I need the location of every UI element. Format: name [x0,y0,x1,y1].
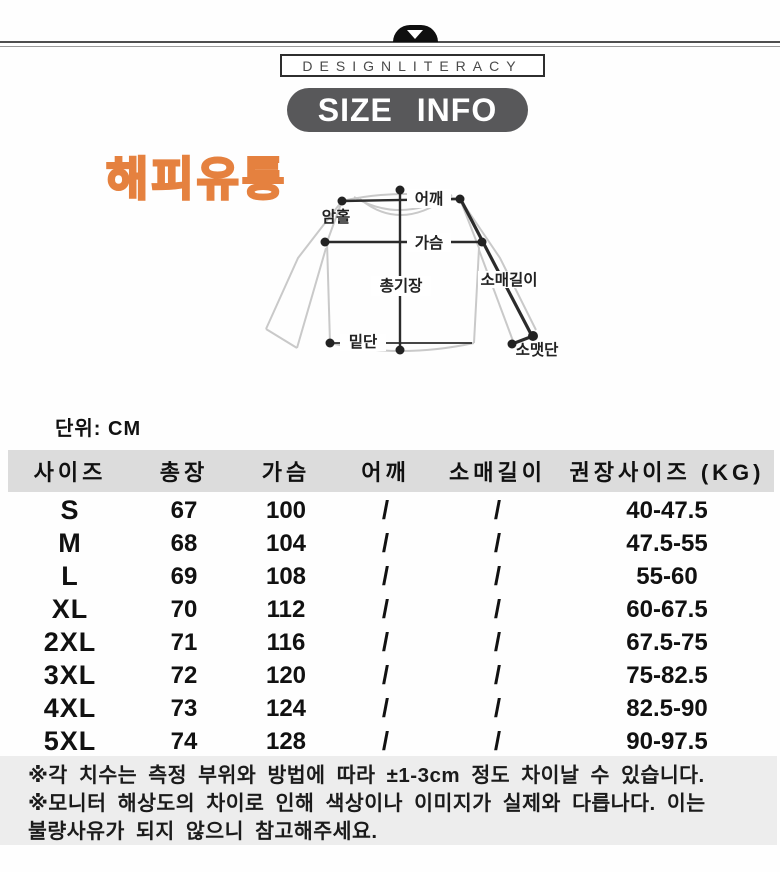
table-cell: 72 [170,661,198,689]
header-cell: 권장사이즈 (KG) [569,460,765,485]
table-cell: 128 [265,727,307,755]
table-cell: 116 [266,628,306,656]
sleeve-length-label: 소매길이 [480,271,537,289]
table-cell: 67 [170,496,198,524]
table-cell: 108 [265,562,307,590]
table-cell: 55-60 [636,562,698,590]
table-cell: 4XL [43,693,97,723]
header-cell: 총장 [159,460,209,485]
table-cell: 47.5-55 [626,529,708,557]
table-cell: 74 [170,727,198,755]
table-cell: / [493,726,502,756]
header-cell: 어깨 [361,460,410,485]
table-cell: / [381,594,390,624]
table-row: L 69 108 / / 55-60 [8,560,774,593]
table-row: 5XL 74 128 / / 90-97.5 [8,725,774,758]
table-cell: / [493,528,502,558]
table-row: 3XL 72 120 / / 75-82.5 [8,659,774,692]
table-cell: 67.5-75 [626,628,708,656]
table-cell: 70 [170,595,198,623]
table-cell: 5XL [43,726,97,756]
table-cell: / [381,528,390,558]
table-cell: / [493,561,502,591]
arrow-dome [393,25,438,42]
table-row: 4XL 73 124 / / 82.5-90 [8,692,774,725]
table-cell: 124 [265,694,307,722]
table-cell: XL [51,594,89,624]
cuff-label: 소맷단 [516,341,560,359]
table-row: M 68 104 / / 47.5-55 [8,527,774,560]
table-cell: / [493,693,502,723]
table-cell: 40-47.5 [626,496,708,524]
table-cell: 60-67.5 [626,595,708,623]
table-cell: 90-97.5 [626,727,708,755]
table-cell: 120 [265,661,307,689]
note-line: 불량사유가 되지 않으니 참고해주세요. [28,820,378,843]
size-table-body: S 67 100//40-47.5 M 68 104//47.5-55 L 69 108//55… [8,494,774,758]
table-row: S 67 100 / / 40-47.5 [8,494,774,527]
table-cell: / [493,660,502,690]
table-cell: / [493,495,502,525]
shoulder-label: 어깨 [415,190,444,208]
header-cell: 사이즈 [33,460,107,485]
size-info-pill: SIZE INFO [287,88,528,132]
table-cell: 82.5-90 [626,694,708,722]
table-cell: 3XL [43,660,97,690]
top-divider [0,41,780,47]
table-cell: L [61,561,79,591]
table-cell: 68 [170,529,198,557]
table-cell: 75-82.5 [626,661,708,689]
table-cell: / [381,627,390,657]
table-cell: 100 [265,496,307,524]
table-row: XL 70 112 / / 60-67.5 [8,593,774,626]
table-cell: / [381,660,390,690]
table-cell: M [58,528,82,558]
measure-dots [320,185,538,355]
header-cell: 소매길이 [449,460,546,485]
hem-label: 밑단 [349,332,378,351]
table-cell: / [493,594,502,624]
armhole-label: 암홀 [322,207,351,226]
table-row: 2XL 71 116 / / 67.5-75 [8,626,774,659]
arrow-down-icon [407,30,423,39]
table-cell: 2XL [43,627,97,657]
note-line: ※각 치수는 측정 부위와 방법에 따라 ±1-3cm 정도 차이날 수 있습니… [28,764,705,787]
store-name: 해피유통 [105,152,288,207]
chest-label: 가슴 [415,234,444,252]
table-cell: / [381,693,390,723]
table-cell: / [493,627,502,657]
table-cell: / [381,726,390,756]
total-length-label: 총기장 [380,277,424,295]
size-table-header: 사이즈 총장 가슴 어깨 소매길이 권장사이즈 (KG) [8,450,774,492]
page-title: SIZE INFO [317,91,498,128]
label-backplates [340,189,540,351]
table-cell: / [381,561,390,591]
table-cell: 71 [170,628,198,656]
unit-label: 단위: CM [55,418,142,440]
brand-label: DESIGNLITERACY [302,57,523,74]
table-cell: S [60,495,80,525]
brand-box: DESIGNLITERACY [280,54,545,77]
table-cell: / [381,495,390,525]
table-cell: 73 [170,694,198,722]
table-cell: 112 [266,595,306,623]
measure-lines [325,190,534,350]
shirt-outline [265,192,537,352]
table-cell: 69 [170,562,198,590]
notes-panel: ※각 치수는 측정 부위와 방법에 따라 ±1-3cm 정도 차이날 수 있습니… [0,756,777,845]
table-cell: 104 [265,529,307,557]
header-cell: 가슴 [261,460,311,485]
note-line: ※모니터 해상도의 차이로 인해 색상이나 이미지가 실제와 다릅나다. 이는 [28,792,706,815]
